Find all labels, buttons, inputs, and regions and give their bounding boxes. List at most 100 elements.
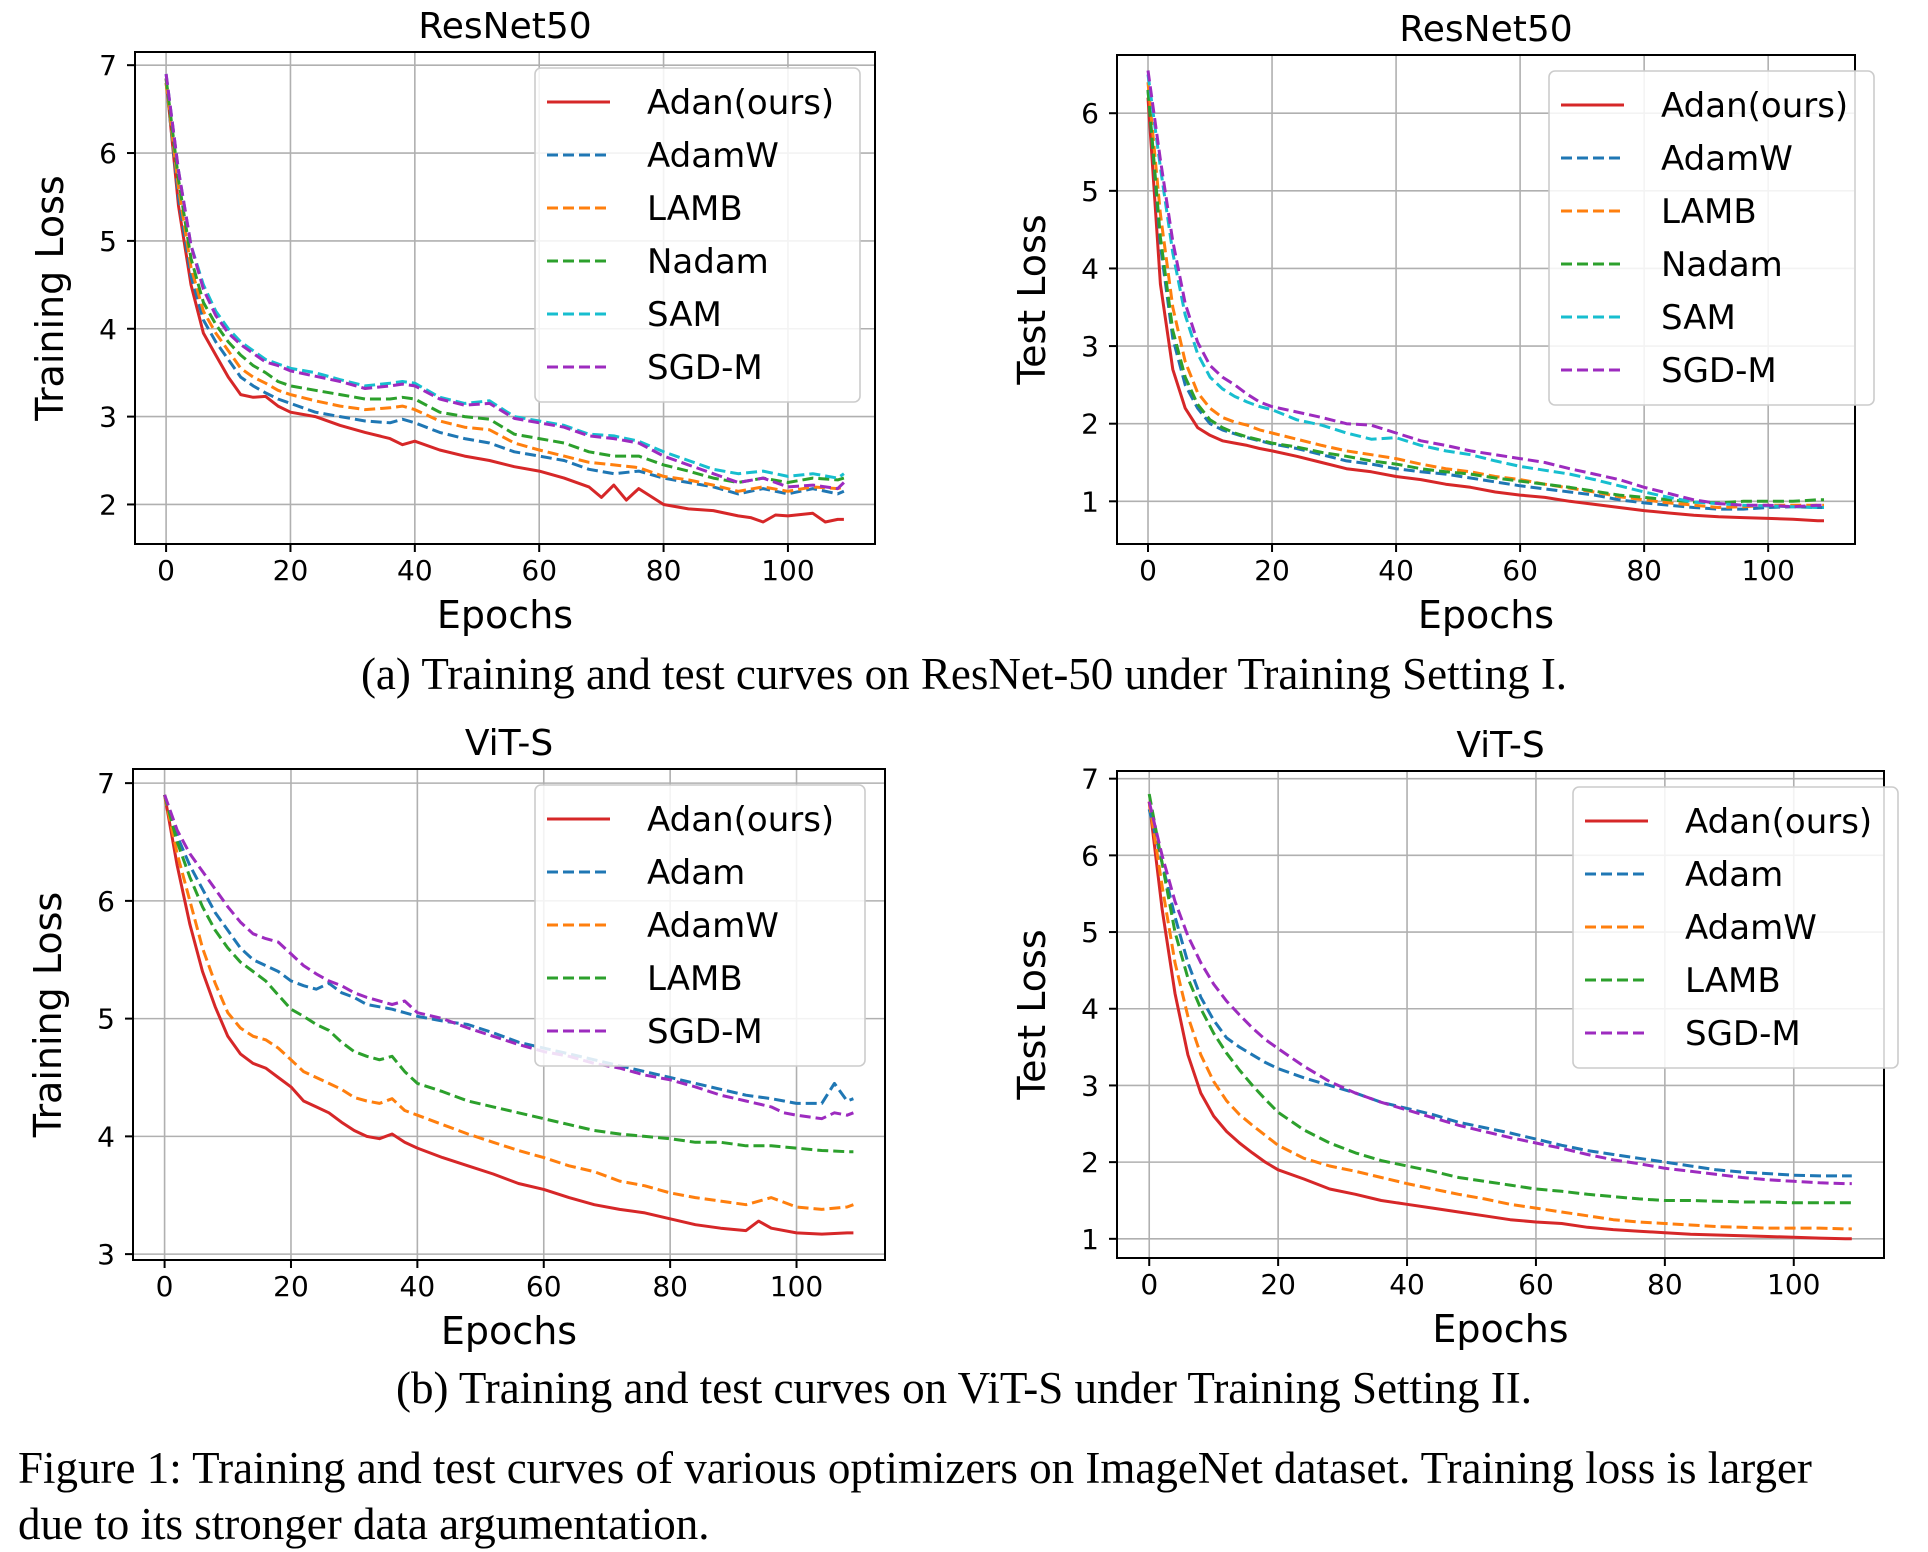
resnet50-training-loss-chart: 0 20 40 60 80 100 2 3 4 5 6 7 ResNet50 Epochs Training… — [28, 6, 876, 637]
y-tick-label: 2 — [1081, 1146, 1099, 1179]
y-tick-label: 5 — [99, 225, 117, 258]
chart-title: ViT-S — [465, 723, 553, 764]
y-axis-label: Training Loss — [28, 175, 72, 421]
legend: Adan(ours) Adam AdamW LAMB SGD-M — [534, 784, 866, 1067]
x-tick-label: 80 — [646, 554, 682, 587]
x-axis-label: Epochs — [1418, 593, 1554, 637]
x-tick-label: 100 — [761, 554, 814, 587]
y-tick-label: 5 — [1081, 175, 1099, 208]
series-line-lamb — [1146, 82, 1824, 509]
plot-frame — [134, 51, 876, 545]
x-axis-label: Epochs — [437, 593, 573, 637]
legend-box — [534, 67, 861, 403]
y-tick-label: 6 — [1081, 839, 1099, 872]
legend-label-sam: SAM — [1661, 298, 1736, 338]
series-line-adamw — [163, 794, 854, 1211]
y-tick-label: 7 — [97, 767, 115, 800]
series-line-sam — [1146, 74, 1824, 509]
y-tick-label: 4 — [99, 313, 117, 346]
legend: Adan(ours) AdamW LAMB Nadam SAM SGD-M — [534, 67, 861, 403]
y-tick-label: 6 — [97, 885, 115, 918]
x-tick-label: 80 — [1626, 554, 1662, 587]
series-line-adam — [163, 794, 854, 1105]
x-tick-label: 100 — [1741, 554, 1794, 587]
legend-label-sgd-m: SGD-M — [1661, 351, 1777, 391]
x-tick-label: 20 — [273, 554, 309, 587]
legend-label-sgd-m: SGD-M — [647, 1012, 763, 1052]
legend-label-adan-ours: Adan(ours) — [1661, 86, 1848, 126]
series-line-sam — [164, 73, 845, 480]
legend-box — [1548, 70, 1875, 406]
x-tick-label: 40 — [1378, 554, 1414, 587]
x-tick-label: 0 — [157, 554, 175, 587]
plot-frame — [132, 768, 886, 1261]
series-line-sgd-m — [1146, 70, 1824, 509]
legend-label-adamw: AdamW — [1661, 139, 1793, 179]
series-line-adamw — [164, 82, 845, 496]
legend-label-lamb: LAMB — [1661, 192, 1757, 232]
legend-label-sgd-m: SGD-M — [647, 348, 763, 388]
series-line-adamw — [1147, 801, 1852, 1231]
y-tick-label: 1 — [1081, 1223, 1099, 1256]
caption-a: (a) Training and test curves on ResNet-5… — [360, 649, 1568, 699]
legend-label-adamw: AdamW — [647, 136, 779, 176]
figure-caption-line-1: Figure 1: Training and test curves of va… — [18, 1443, 1812, 1493]
y-tick-label: 3 — [97, 1238, 115, 1271]
y-axis-label: Test Loss — [1010, 929, 1054, 1100]
x-axis-label: Epochs — [1432, 1307, 1568, 1351]
x-axis-label: Epochs — [441, 1309, 577, 1353]
chart-title: ResNet50 — [1399, 9, 1572, 50]
x-tick-label: 60 — [521, 554, 557, 587]
series-line-sgd-m — [1147, 801, 1852, 1186]
x-tick-label: 0 — [1140, 1268, 1158, 1301]
y-tick-label: 6 — [99, 137, 117, 170]
legend-label-adamw: AdamW — [1685, 908, 1817, 948]
y-tick-label: 6 — [1081, 97, 1099, 130]
y-tick-label: 2 — [1081, 408, 1099, 441]
x-tick-label: 100 — [1767, 1268, 1820, 1301]
legend-label-lamb: LAMB — [647, 959, 743, 999]
legend-label-nadam: Nadam — [1661, 245, 1783, 285]
y-tick-label: 7 — [1081, 763, 1099, 796]
x-tick-label: 60 — [526, 1270, 562, 1303]
caption-b: (b) Training and test curves on ViT-S un… — [395, 1363, 1533, 1413]
series-line-lamb — [164, 82, 845, 493]
series-line-adam — [1147, 808, 1852, 1178]
x-tick-label: 20 — [1260, 1268, 1296, 1301]
y-tick-label: 2 — [99, 488, 117, 521]
y-tick-label: 1 — [1081, 485, 1099, 518]
x-tick-label: 0 — [1139, 554, 1157, 587]
series-line-lamb — [1147, 793, 1852, 1205]
legend-label-sam: SAM — [647, 295, 722, 335]
legend-label-adam: Adam — [647, 853, 745, 893]
y-tick-label: 4 — [1081, 993, 1099, 1026]
y-tick-label: 5 — [1081, 916, 1099, 949]
y-tick-label: 4 — [97, 1120, 115, 1153]
legend: Adan(ours) Adam AdamW LAMB SGD-M — [1572, 786, 1899, 1069]
chart-title: ResNet50 — [418, 6, 591, 47]
x-tick-label: 0 — [156, 1270, 174, 1303]
resnet50-test-loss-chart: 0 20 40 60 80 100 1 2 3 4 5 6 ResNet50 Epochs Test Los… — [1010, 9, 1875, 637]
y-tick-label: 7 — [99, 49, 117, 82]
series-line-lamb — [163, 794, 854, 1154]
x-tick-label: 100 — [770, 1270, 823, 1303]
legend-label-adan-ours: Adan(ours) — [1685, 802, 1872, 842]
legend-box — [534, 784, 866, 1067]
x-tick-label: 60 — [1518, 1268, 1554, 1301]
x-tick-label: 80 — [1647, 1268, 1683, 1301]
legend-label-sgd-m: SGD-M — [1685, 1014, 1801, 1054]
legend-label-adan-ours: Adan(ours) — [647, 83, 834, 123]
y-axis-label: Training Loss — [26, 892, 70, 1138]
y-tick-label: 3 — [99, 401, 117, 434]
series-line-adan-ours — [1146, 97, 1824, 523]
x-tick-label: 40 — [1389, 1268, 1425, 1301]
x-tick-label: 40 — [400, 1270, 436, 1303]
series-line-sgd-m — [163, 794, 854, 1121]
x-tick-label: 20 — [1254, 554, 1290, 587]
y-tick-label: 3 — [1081, 330, 1099, 363]
x-tick-label: 40 — [397, 554, 433, 587]
chart-title: ViT-S — [1456, 725, 1544, 766]
series-line-adan-ours — [1147, 801, 1852, 1241]
vit-s-test-loss-chart: 0 20 40 60 80 100 1 2 3 4 5 6 7 ViT-S Epochs Test Loss A… — [1010, 725, 1899, 1351]
legend-label-adan-ours: Adan(ours) — [647, 800, 834, 840]
